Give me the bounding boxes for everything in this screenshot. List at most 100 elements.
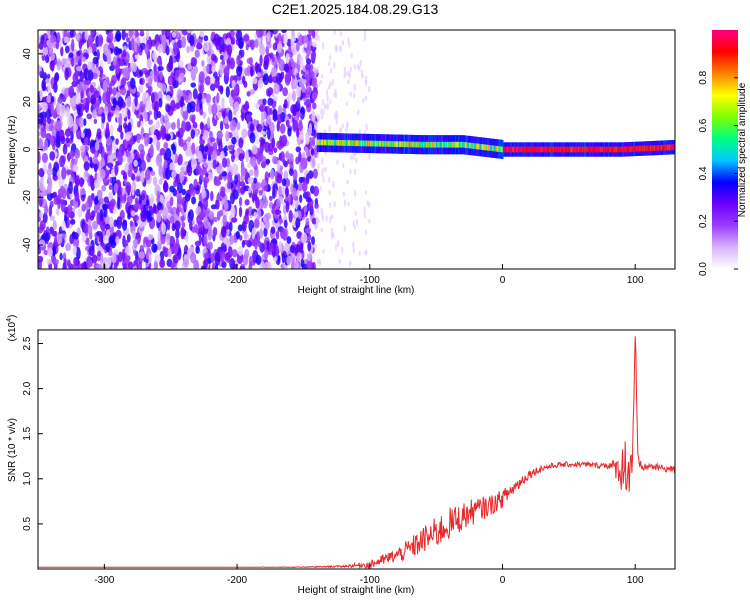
- spectrogram-cell: [153, 100, 160, 113]
- spectrogram-cell: [363, 206, 366, 212]
- spectrogram-cell: [448, 141, 451, 148]
- spectrogram-cell: [115, 138, 119, 146]
- spectrogram-cell: [314, 120, 318, 131]
- spectrogram-cell: [565, 146, 567, 153]
- spectrogram-cell: [97, 34, 104, 47]
- spectrogram-cell: [265, 158, 271, 165]
- spectrogram-cell: [372, 140, 374, 147]
- spectrogram-cell: [573, 146, 576, 153]
- spectrogram-cell: [197, 92, 203, 101]
- spectrogram-cell: [333, 30, 336, 35]
- spectrogram-cell: [318, 261, 322, 266]
- spectrogram-cell: [297, 136, 301, 146]
- spectrogram-cell: [272, 108, 278, 118]
- spectrogram-cell: [165, 45, 170, 56]
- spectrogram-cell: [616, 146, 619, 153]
- spectrogram-cell: [170, 121, 176, 130]
- spectrogram-cell: [190, 252, 197, 264]
- spectrogram-cell: [573, 146, 575, 153]
- spectrogram-cell: [328, 190, 331, 196]
- spectrogram-cell: [289, 245, 296, 253]
- spectrogram-cell: [38, 226, 44, 234]
- spectrogram-cell: [236, 121, 241, 131]
- spectrogram-cell: [465, 142, 467, 148]
- spectrogram-cell: [156, 57, 161, 65]
- spectrogram-cell: [147, 77, 153, 87]
- spectrogram-cell: [172, 254, 179, 264]
- spectrogram-cell: [74, 175, 80, 188]
- spectrogram-cell: [381, 140, 384, 147]
- spectrogram-cell: [165, 94, 171, 101]
- spectrogram-cell: [56, 102, 61, 116]
- spectrogram-cell: [68, 86, 74, 92]
- spectrogram-cell: [381, 140, 383, 147]
- spectrogram-cell: [432, 141, 434, 148]
- spectrogram-cell: [249, 123, 254, 132]
- spectrogram-cell: [353, 83, 356, 92]
- spectrogram-cell: [518, 146, 521, 153]
- spectrogram-cell: [402, 141, 405, 148]
- spectrogram-cell: [127, 155, 133, 164]
- spectrogram-cell: [316, 66, 319, 74]
- spectrogram-cell: [226, 63, 231, 71]
- spectrogram-cell: [362, 266, 366, 269]
- spectrogram-cell: [248, 263, 253, 269]
- spectrogram-cell: [55, 120, 62, 130]
- spectrogram-cell: [237, 224, 243, 232]
- spectrogram-cell: [106, 143, 113, 156]
- spectrogram-cell: [47, 247, 53, 258]
- spectrogram-cell: [475, 143, 477, 150]
- spectrogram-cell: [125, 37, 131, 43]
- spectrogram-cell: [436, 141, 438, 148]
- spectrogram-cell: [189, 221, 193, 231]
- spectrogram-cell: [268, 195, 273, 202]
- spectrogram-cell: [192, 121, 198, 129]
- spectrogram-x-tick-label: -100: [360, 275, 380, 286]
- spectrogram-cell: [401, 141, 404, 148]
- spectrogram-cell: [579, 146, 581, 153]
- spectrogram-cell: [99, 197, 105, 205]
- spectrogram-cell: [178, 76, 182, 83]
- spectrogram-cell: [661, 144, 663, 151]
- spectrogram-cell: [574, 146, 577, 153]
- spectrogram-cell: [253, 211, 258, 219]
- spectrogram-cell: [316, 30, 320, 33]
- spectrogram-cell: [306, 259, 313, 269]
- spectrogram-cell: [283, 99, 288, 109]
- spectrogram-cell: [198, 235, 202, 245]
- spectrogram-cell: [325, 139, 327, 146]
- spectrogram-cell: [284, 75, 291, 86]
- spectrogram-cell: [495, 145, 498, 152]
- spectrogram-cell: [282, 228, 288, 242]
- spectrogram-cell: [38, 151, 41, 164]
- spectrogram-cell: [592, 146, 594, 153]
- spectrogram-cell: [199, 109, 204, 116]
- spectrogram-cell: [305, 217, 310, 226]
- spectrogram-cell: [301, 78, 307, 85]
- spectrogram-cell: [254, 61, 259, 72]
- spectrogram-cell: [287, 92, 293, 102]
- spectrogram-cell: [500, 146, 503, 153]
- spectrogram-cell: [84, 136, 89, 147]
- spectrogram-cell: [592, 146, 595, 153]
- spectrogram-cell: [71, 95, 77, 107]
- spectrogram-cell: [126, 195, 133, 205]
- spectrogram-cell: [442, 141, 444, 148]
- spectrogram-cell: [182, 258, 190, 268]
- spectrogram-cell: [242, 34, 250, 42]
- spectrogram-cell: [291, 61, 297, 69]
- spectrogram-cell: [364, 190, 368, 195]
- spectrogram-cell: [278, 185, 282, 198]
- spectrogram-cell: [45, 133, 52, 141]
- spectrogram-cell: [665, 144, 667, 151]
- spectrogram-cell: [202, 197, 209, 211]
- spectrogram-cell: [206, 54, 212, 65]
- spectrogram-cell: [281, 134, 288, 147]
- spectrogram-cell: [358, 250, 361, 257]
- spectrogram-cell: [261, 191, 266, 199]
- spectrogram-cell: [416, 141, 418, 148]
- spectrogram-cell: [499, 146, 501, 152]
- spectrogram-cell: [264, 220, 270, 230]
- spectrogram-cell: [362, 140, 364, 147]
- spectrogram-cell: [182, 30, 187, 36]
